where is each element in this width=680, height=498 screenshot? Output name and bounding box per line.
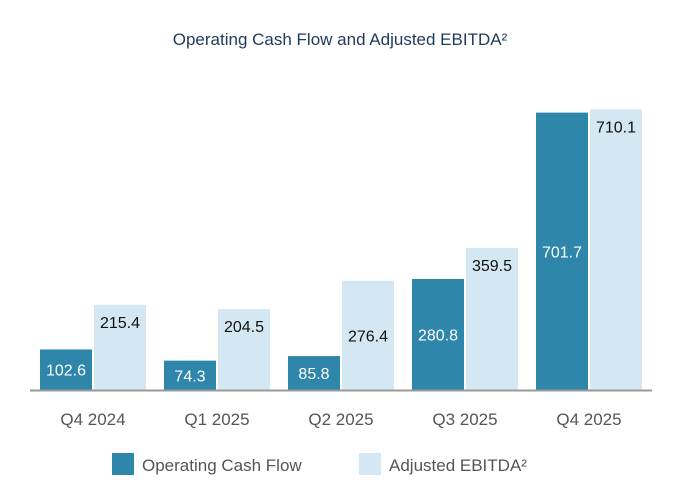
legend-swatch: [359, 453, 381, 475]
bar-operating-cash-flow: [288, 356, 340, 390]
data-label: 85.8: [298, 366, 329, 383]
bar-adjusted-ebitda: [466, 247, 518, 390]
data-label: 710.1: [596, 119, 636, 136]
x-tick-label: Q4 2025: [556, 410, 621, 429]
data-label: 102.6: [46, 363, 86, 380]
bar-operating-cash-flow: [164, 360, 216, 390]
data-label: 280.8: [418, 327, 458, 344]
legend-swatch: [112, 453, 134, 475]
x-tick-label: Q2 2025: [308, 410, 373, 429]
bar-operating-cash-flow: [536, 112, 588, 391]
bar-operating-cash-flow: [40, 349, 92, 390]
bar-adjusted-ebitda: [590, 109, 642, 390]
data-label: 74.3: [174, 368, 205, 385]
x-tick-label: Q1 2025: [184, 410, 249, 429]
bar-adjusted-ebitda: [218, 309, 270, 390]
data-label: 204.5: [224, 319, 264, 336]
data-label: 359.5: [472, 258, 512, 275]
bar-adjusted-ebitda: [94, 304, 146, 390]
chart-title: Operating Cash Flow and Adjusted EBITDA²: [173, 30, 508, 49]
bar-adjusted-ebitda: [342, 280, 394, 390]
data-label: 701.7: [542, 244, 582, 261]
x-tick-label: Q3 2025: [432, 410, 497, 429]
legend-label: Adjusted EBITDA²: [389, 456, 527, 475]
data-label: 276.4: [348, 328, 388, 345]
x-tick-label: Q4 2024: [60, 410, 125, 429]
legend-label: Operating Cash Flow: [142, 456, 302, 475]
bar-operating-cash-flow: [412, 278, 464, 390]
data-label: 215.4: [100, 315, 140, 332]
